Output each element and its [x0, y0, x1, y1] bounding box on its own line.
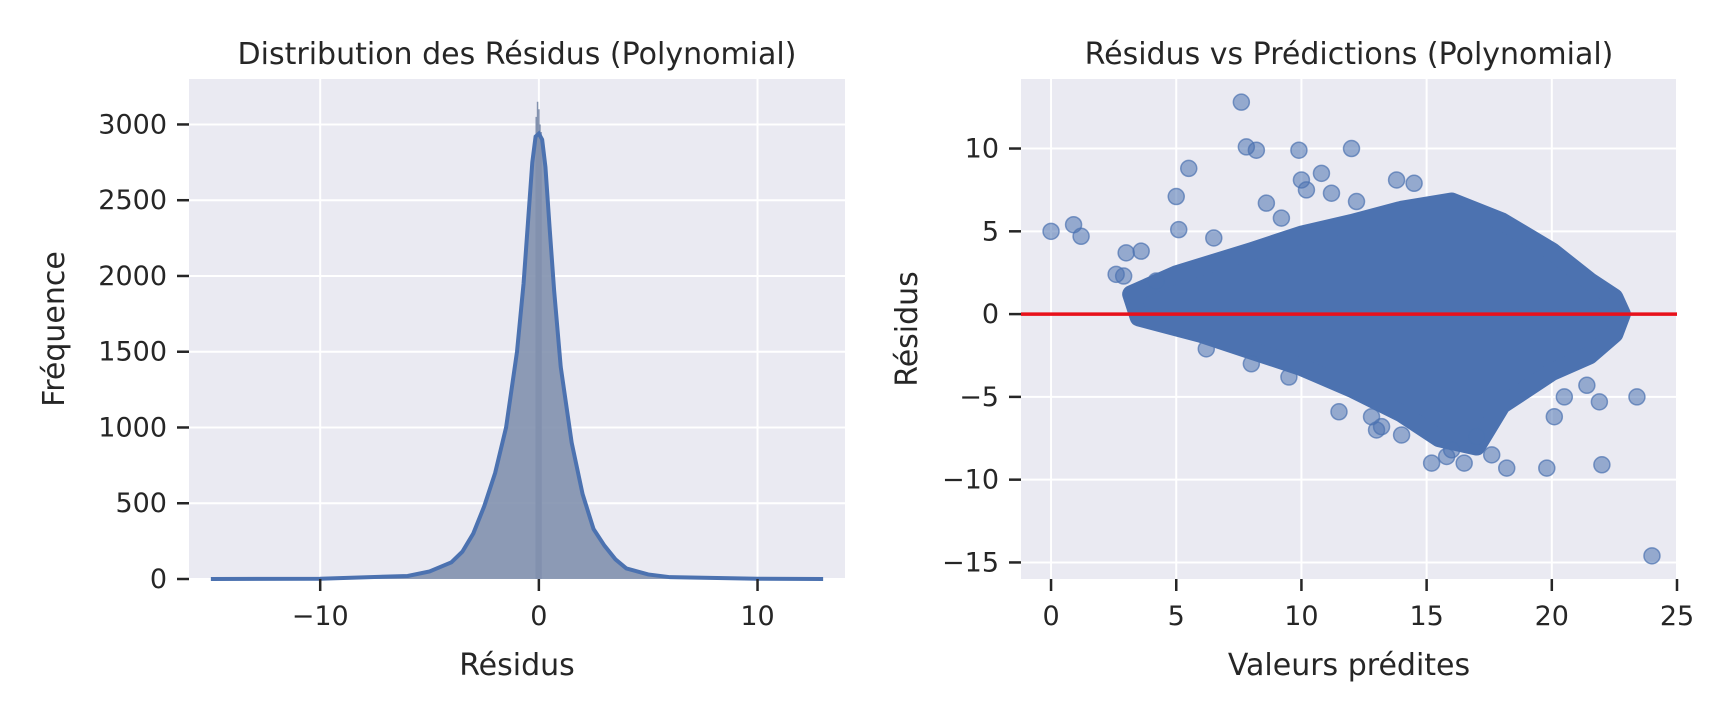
- scatter-point: [1205, 229, 1223, 247]
- histogram-x-ticks: −10 0 10: [292, 579, 775, 632]
- scatter-point: [1180, 159, 1198, 178]
- scatter-point: [1442, 441, 1461, 459]
- histogram-y-tick-label: 2500: [98, 185, 167, 216]
- scatter-point: [1272, 209, 1291, 227]
- scatter-point: [1482, 446, 1501, 464]
- scatter-point: [1372, 417, 1391, 436]
- histogram-x-tick-label: 0: [530, 601, 547, 632]
- scatter-point: [1555, 388, 1574, 406]
- histogram-peak-bars: [535, 101, 542, 579]
- scatter-point: [1290, 141, 1308, 159]
- scatter-y-tick-label: 10: [965, 134, 999, 165]
- histogram-kde-curve: [210, 130, 824, 581]
- scatter-y-tick-label: −10: [942, 465, 999, 496]
- scatter-x-tick-label: 20: [1535, 601, 1569, 632]
- scatter-point: [1538, 459, 1556, 477]
- histogram-y-tick-label: 500: [115, 488, 167, 519]
- scatter-point: [1578, 376, 1596, 395]
- scatter-x-tick-label: 0: [1042, 601, 1059, 632]
- scatter-point: [1072, 227, 1090, 246]
- histogram-x-tick-label: 10: [740, 601, 774, 632]
- scatter-y-tick-label: −5: [959, 382, 999, 413]
- histogram-y-tick-label: 3000: [98, 109, 167, 140]
- scatter-point: [1247, 141, 1266, 159]
- scatter-point: [1297, 181, 1316, 199]
- scatter-point: [1322, 184, 1341, 202]
- scatter-point: [1590, 393, 1609, 411]
- scatter-x-label: Valeurs prédites: [1228, 648, 1470, 683]
- scatter-point: [1422, 454, 1441, 472]
- scatter-y-tick-label: −15: [942, 547, 999, 578]
- histogram-panel: −10 0 10 0 500 1000 1500 2000 2500 3000 Distribu…: [37, 37, 845, 683]
- scatter-point: [1455, 454, 1473, 472]
- scatter-y-tick-label: 5: [982, 216, 999, 247]
- scatter-point: [1147, 272, 1165, 290]
- scatter-point: [1280, 368, 1298, 386]
- scatter-point: [1347, 192, 1366, 211]
- scatter-point: [1392, 426, 1411, 444]
- scatter-point: [1643, 547, 1661, 565]
- histogram-x-tick-label: −10: [292, 601, 349, 632]
- scatter-point: [1167, 187, 1185, 206]
- scatter-point: [1387, 171, 1406, 189]
- scatter-y-label: Résidus: [890, 271, 925, 387]
- scatter-x-tick-label: 5: [1168, 601, 1185, 632]
- scatter-x-ticks: 0 5 10 15 20 25: [1042, 579, 1694, 632]
- histogram-title: Distribution des Résidus (Polynomial): [238, 37, 797, 72]
- histogram-y-tick-label: 0: [150, 564, 167, 595]
- scatter-x-tick-label: 10: [1284, 601, 1318, 632]
- scatter-point: [1242, 355, 1261, 373]
- scatter-point: [1114, 267, 1133, 285]
- scatter-title: Résidus vs Prédictions (Polynomial): [1085, 37, 1614, 72]
- histogram-y-tick-label: 1000: [98, 412, 167, 443]
- scatter-point: [1342, 139, 1361, 158]
- scatter-point: [1132, 242, 1150, 260]
- scatter-point: [1257, 194, 1276, 212]
- scatter-x-tick-label: 15: [1409, 601, 1443, 632]
- scatter-point: [1497, 459, 1516, 477]
- scatter-y-tick-label: 0: [982, 299, 999, 330]
- scatter-y-ticks: −15 −10 −5 0 5 10: [942, 134, 1021, 578]
- scatter-point: [1169, 220, 1188, 239]
- scatter-point: [1330, 403, 1348, 421]
- scatter-point: [1593, 456, 1611, 474]
- scatter-point: [1232, 93, 1251, 111]
- scatter-point: [1042, 222, 1060, 241]
- histogram-y-label: Fréquence: [37, 251, 72, 407]
- scatter-panel: 0 5 10 15 20 25 −15 −10 −5 0 5 10 Résidus vs Prédi…: [890, 37, 1694, 683]
- scatter-point: [1312, 164, 1331, 183]
- scatter-x-tick-label: 25: [1660, 601, 1694, 632]
- scatter-point: [1545, 407, 1564, 426]
- histogram-y-tick-label: 1500: [98, 337, 167, 368]
- scatter-point: [1117, 244, 1135, 262]
- scatter-point: [1467, 427, 1486, 446]
- histogram-y-ticks: 0 500 1000 1500 2000 2500 3000: [98, 109, 189, 595]
- scatter-point-cloud: [1122, 192, 1631, 456]
- scatter-point: [1197, 340, 1216, 358]
- scatter-point: [1405, 174, 1423, 193]
- histogram-y-tick-label: 2000: [98, 261, 167, 292]
- scatter-points: [1042, 93, 1661, 565]
- scatter-point: [1628, 388, 1646, 406]
- histogram-x-label: Résidus: [459, 648, 575, 683]
